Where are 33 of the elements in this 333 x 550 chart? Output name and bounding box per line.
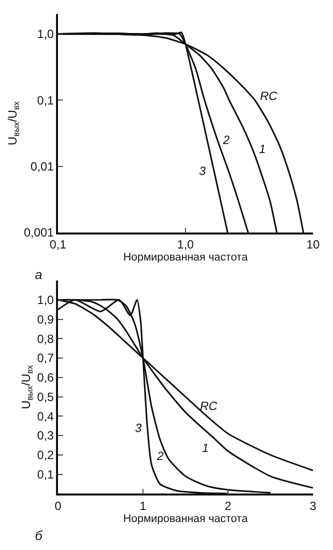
y-tick-label: 0,4 xyxy=(37,409,54,424)
y-tick-label: 0,1 xyxy=(37,468,54,482)
y-tick-label: 1,0 xyxy=(37,27,54,42)
x-tick-label: 2 xyxy=(224,498,232,513)
series-label: RC xyxy=(200,399,218,413)
series-label: 1 xyxy=(202,441,209,455)
y-tick-label: 0,2 xyxy=(37,448,54,462)
y-tick-label: 0,7 xyxy=(37,351,54,366)
y-tick-label: 0,5 xyxy=(37,390,54,404)
series-label: 3 xyxy=(135,421,142,435)
x-tick-label: 0 xyxy=(54,498,62,513)
y-tick-label: 0,001 xyxy=(24,226,54,240)
y-tick-label: 0,01 xyxy=(30,160,54,174)
x-tick-label: 10 xyxy=(306,238,320,252)
series-label: 2 xyxy=(222,133,230,147)
y-tick-label: 0,1 xyxy=(37,93,54,108)
series-label: 2 xyxy=(156,449,164,463)
x-axis-title: Нормированная частота xyxy=(123,512,249,525)
y-tick-label: 0,6 xyxy=(37,370,54,385)
text: б xyxy=(35,528,43,543)
y-tick-label: 0,3 xyxy=(37,428,54,443)
x-tick-label: 0,1 xyxy=(50,238,67,252)
series-label: 3 xyxy=(199,164,206,178)
text: а xyxy=(35,267,42,282)
x-tick-label: 3 xyxy=(310,498,317,513)
x-tick-label: 1,0 xyxy=(177,238,194,252)
y-tick-label: 0,8 xyxy=(37,332,54,346)
x-axis-title: Нормированная частота xyxy=(123,252,249,264)
x-tick-label: 1 xyxy=(140,498,147,513)
y-tick-label: 0,9 xyxy=(37,312,54,326)
y-tick-label: 1,0 xyxy=(37,293,54,308)
series-label: 1 xyxy=(259,142,266,156)
series-label: RC xyxy=(260,89,278,103)
